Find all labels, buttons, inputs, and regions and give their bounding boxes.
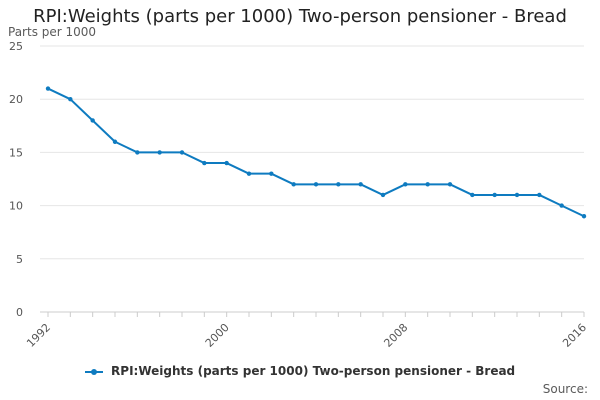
data-point [45,86,51,91]
data-point [112,139,118,144]
x-tick-label: 2008 [381,321,410,350]
y-tick-label: 10 [9,200,23,213]
x-tick-label: 2000 [203,321,232,350]
y-tick-label: 0 [16,306,23,319]
y-axis-label: Parts per 1000 [8,25,97,39]
chart-title: RPI:Weights (parts per 1000) Two-person … [33,6,567,27]
data-point [135,150,140,155]
data-point [179,150,185,155]
data-point [269,171,274,176]
data-point [202,160,207,166]
y-tick-label: 5 [16,253,23,266]
data-point [447,182,453,187]
gridlines [40,45,584,260]
legend-label: RPI:Weights (parts per 1000) Two-person … [111,364,516,378]
y-tick-label: 20 [9,93,23,106]
data-point [291,182,296,187]
data-point [514,192,520,198]
data-point [492,192,497,198]
data-point [68,97,73,102]
data-point [336,182,341,187]
data-point [403,182,408,187]
legend[interactable]: RPI:Weights (parts per 1000) Two-person … [0,364,600,378]
data-point [380,192,386,198]
x-tick-label: 1992 [24,321,53,350]
data-point [246,171,252,176]
data-point [559,203,564,208]
data-point [90,118,95,123]
data-point [358,182,363,187]
legend-line-marker-icon [84,367,103,377]
data-point [313,182,319,187]
data-point [537,192,542,198]
data-point [470,192,475,198]
data-point [224,160,229,166]
source-label: Source: [542,382,588,396]
data-point [425,182,430,187]
data-point [157,150,162,155]
y-tick-label: 15 [9,146,23,159]
data-point [581,214,587,219]
x-tick-label: 2016 [560,321,589,350]
y-tick-label: 25 [9,40,23,53]
data-points [45,86,587,219]
